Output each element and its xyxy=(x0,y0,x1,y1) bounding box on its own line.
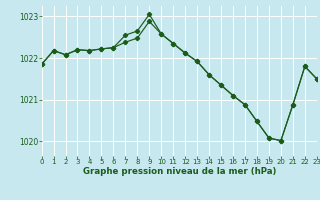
X-axis label: Graphe pression niveau de la mer (hPa): Graphe pression niveau de la mer (hPa) xyxy=(83,167,276,176)
